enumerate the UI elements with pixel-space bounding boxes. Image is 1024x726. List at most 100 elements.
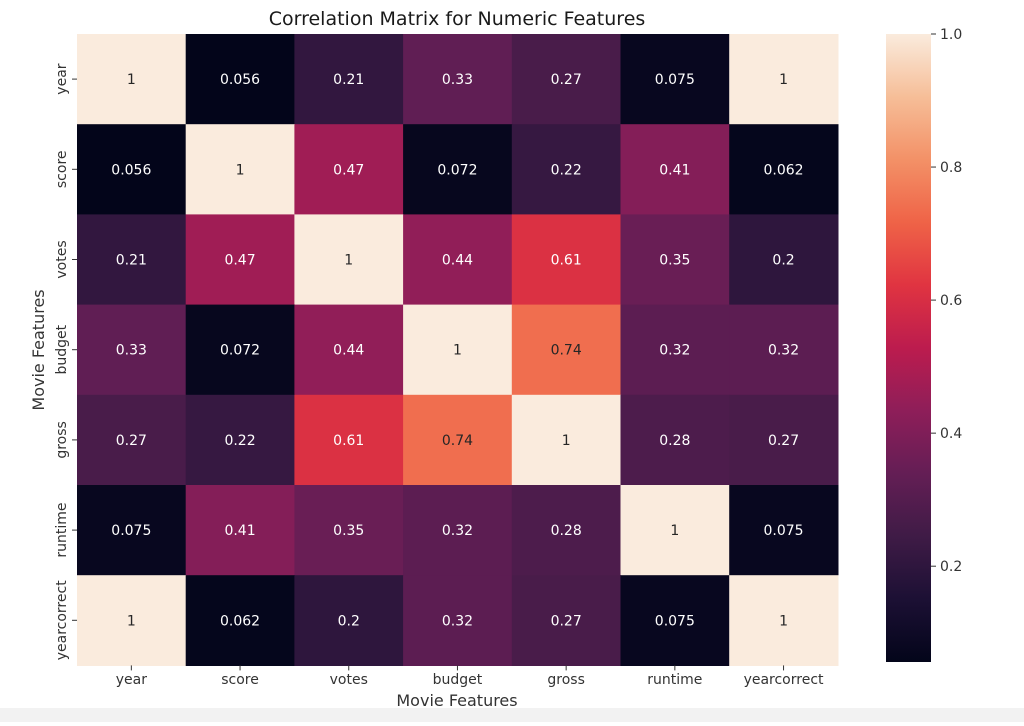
heatmap-cell-score-score	[185, 124, 295, 215]
heatmap-cell-votes-score	[185, 214, 295, 306]
cell-value-label: 0.2	[338, 613, 360, 629]
heatmap-cell-gross-budget	[403, 394, 513, 486]
cell-value-label: 1	[779, 613, 788, 629]
heatmap-cell-runtime-gross	[511, 485, 622, 576]
cell-value-label: 1	[453, 343, 462, 359]
heatmap-cell-budget-votes	[294, 304, 404, 396]
cell-value-label: 0.075	[111, 523, 151, 539]
cell-value-label: 0.075	[655, 613, 695, 629]
heatmap-cell-year-votes	[294, 34, 404, 125]
cell-value-label: 1	[236, 162, 245, 178]
heatmap-cell-votes-budget	[403, 214, 513, 306]
heatmap-cell-runtime-score	[185, 485, 295, 576]
colorbar: 0.2 0.4 0.6 0.8 1.0	[886, 27, 962, 662]
heatmap-cell-gross-score	[185, 394, 295, 486]
cell-value-label: 0.2	[772, 253, 794, 269]
cell-value-label: 0.32	[768, 343, 799, 359]
cell-value-label: 0.075	[655, 72, 695, 88]
heatmap-cell-gross-votes	[294, 394, 404, 486]
cell-value-label: 0.61	[551, 253, 582, 269]
heatmap-cell-budget-score	[185, 304, 295, 396]
y-tick-label-runtime: runtime	[54, 503, 70, 558]
x-tick-label-year: year	[116, 672, 147, 688]
heatmap-cell-gross-runtime	[620, 394, 730, 486]
heatmap-cell-yearcorrect-score	[185, 575, 295, 666]
cell-value-label: 0.35	[659, 253, 690, 269]
heatmap-cell-votes-year	[77, 214, 187, 306]
y-tick-label-year: year	[54, 63, 70, 94]
heatmap-cell-yearcorrect-budget	[403, 575, 513, 666]
cell-value-label: 0.35	[333, 523, 364, 539]
heatmap-cell-gross-year	[77, 394, 187, 486]
x-tick-label-score: score	[221, 672, 259, 688]
cell-value-label: 0.27	[551, 72, 582, 88]
cell-value-label: 0.072	[220, 343, 260, 359]
heatmap-cell-year-budget	[403, 34, 513, 125]
heatmap-cell-budget-yearcorrect	[729, 304, 839, 396]
colorbar-tick-label: 0.2	[940, 559, 962, 575]
cell-value-label: 1	[344, 253, 353, 269]
heatmap-cell-budget-gross	[511, 304, 622, 396]
y-tick-label-votes: votes	[54, 240, 70, 278]
heatmap-cell-runtime-votes	[294, 485, 404, 576]
cell-value-label: 0.27	[768, 433, 799, 449]
x-tick-label-runtime: runtime	[647, 672, 702, 688]
heatmap-cell-score-gross	[511, 124, 622, 215]
heatmap-cell-year-runtime	[620, 34, 730, 125]
y-axis-label: Movie Features	[29, 289, 48, 410]
heatmap-cell-year-yearcorrect	[729, 34, 839, 125]
cell-value-label: 0.28	[659, 433, 690, 449]
heatmap-cell-runtime-runtime	[620, 485, 730, 576]
y-tick-label-score: score	[54, 150, 70, 188]
y-tick-label-yearcorrect: yearcorrect	[54, 580, 70, 660]
heatmap-cell-score-budget	[403, 124, 513, 215]
cell-value-label: 0.32	[442, 613, 473, 629]
cell-value-label: 0.27	[116, 433, 147, 449]
cell-value-label: 0.44	[333, 343, 364, 359]
x-axis-label: Movie Features	[396, 691, 517, 710]
cell-value-label: 1	[670, 523, 679, 539]
heatmap-cell-gross-yearcorrect	[729, 394, 839, 486]
cell-value-label: 0.062	[764, 162, 804, 178]
cell-value-label: 0.32	[659, 343, 690, 359]
cell-value-label: 0.28	[551, 523, 582, 539]
cell-value-label: 0.47	[333, 162, 364, 178]
cell-value-label: 0.47	[224, 253, 255, 269]
heatmap-cells: 1 0.056 0.21 0.33 0.27 0.075 10.056 1 0.47 0.072 0…	[77, 34, 839, 666]
cell-value-label: 0.27	[551, 613, 582, 629]
cell-value-label: 0.74	[442, 433, 473, 449]
heatmap-cell-yearcorrect-yearcorrect	[729, 575, 839, 666]
heatmap-cell-yearcorrect-gross	[511, 575, 622, 666]
heatmap-cell-runtime-year	[77, 485, 187, 576]
heatmap-cell-yearcorrect-runtime	[620, 575, 730, 666]
cell-value-label: 0.062	[220, 613, 260, 629]
bottom-strip	[0, 708, 1024, 722]
heatmap-cell-budget-budget	[403, 304, 513, 396]
cell-value-label: 0.22	[224, 433, 255, 449]
chart-title: Correlation Matrix for Numeric Features	[269, 8, 646, 30]
cell-value-label: 1	[127, 72, 136, 88]
colorbar-tick-label: 1.0	[940, 27, 962, 43]
cell-value-label: 0.075	[764, 523, 804, 539]
heatmap-cell-budget-runtime	[620, 304, 730, 396]
y-tick-label-gross: gross	[54, 421, 70, 459]
cell-value-label: 0.21	[333, 72, 364, 88]
x-axis-ticks: year score votes budget gross runtime yearcorr…	[116, 665, 824, 688]
heatmap-cell-score-yearcorrect	[729, 124, 839, 215]
x-tick-label-budget: budget	[433, 672, 483, 688]
heatmap-cell-year-score	[185, 34, 295, 125]
cell-value-label: 0.072	[437, 162, 477, 178]
x-tick-label-gross: gross	[547, 672, 585, 688]
cell-value-label: 1	[779, 72, 788, 88]
heatmap-cell-yearcorrect-year	[77, 575, 187, 666]
heatmap-cell-score-runtime	[620, 124, 730, 215]
cell-value-label: 0.056	[111, 162, 151, 178]
cell-value-label: 0.41	[224, 523, 255, 539]
heatmap-cell-runtime-yearcorrect	[729, 485, 839, 576]
y-axis-ticks: year score votes budget gross runtime yearcorr…	[54, 63, 77, 660]
cell-value-label: 0.21	[116, 253, 147, 269]
heatmap-cell-votes-votes	[294, 214, 404, 306]
colorbar-tick-label: 0.4	[940, 426, 962, 442]
heatmap-cell-year-year	[77, 34, 187, 125]
